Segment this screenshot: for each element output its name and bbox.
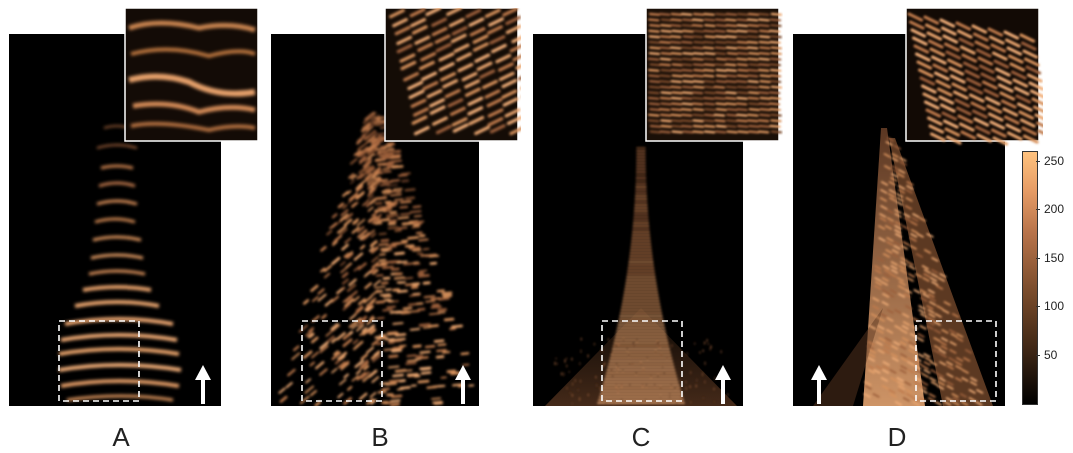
colorbar-tick-mark	[1036, 161, 1040, 162]
colorbar-tick-label: 150	[1044, 251, 1064, 265]
panel-label-d: D	[867, 422, 927, 453]
colorbar	[1022, 151, 1038, 405]
panel-d-image	[793, 8, 1043, 406]
panel-c	[533, 8, 783, 406]
panel-label-c: C	[611, 422, 671, 453]
colorbar-tick-label: 100	[1044, 299, 1064, 313]
panel-d-inset	[906, 8, 1043, 144]
colorbar-tick-mark	[1036, 355, 1040, 356]
colorbar-tick-label: 250	[1044, 154, 1064, 168]
panel-b-inset	[385, 8, 521, 141]
panel-d	[793, 8, 1043, 406]
colorbar-tick-mark	[1036, 209, 1040, 210]
colorbar-tick-mark	[1036, 258, 1040, 259]
panel-b	[271, 8, 521, 406]
panel-label-b: B	[350, 422, 410, 453]
colorbar-tick-label: 200	[1044, 202, 1064, 216]
panel-c-inset	[646, 8, 781, 141]
panel-b-image	[271, 8, 521, 406]
panel-a-image	[9, 8, 259, 406]
panel-a-inset	[125, 8, 258, 141]
panel-label-a: A	[91, 422, 151, 453]
colorbar-tick-label: 50	[1044, 348, 1057, 362]
panel-a	[9, 8, 259, 406]
colorbar-tick-mark	[1036, 306, 1040, 307]
panel-c-image	[533, 8, 783, 406]
